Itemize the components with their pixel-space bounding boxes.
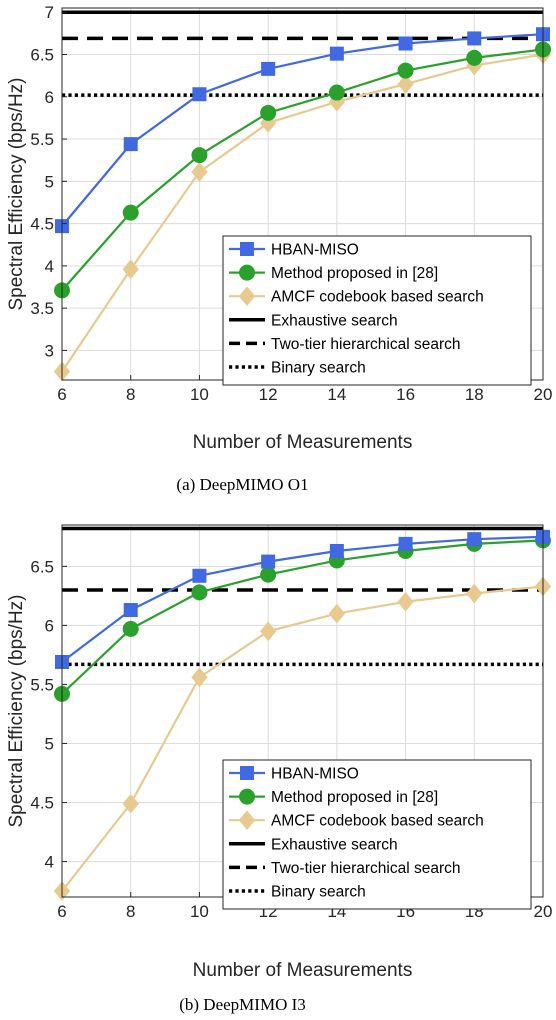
y-tick-label: 7 — [45, 3, 54, 22]
data-point-hban-miso — [123, 137, 138, 152]
data-point-hban-miso — [261, 61, 276, 76]
figure-caption: (a) DeepMIMO O1 — [176, 475, 308, 494]
series-line-hban-miso — [61, 33, 544, 227]
data-point-amcf-codebook-based-search — [191, 162, 208, 182]
legend-label: Binary search — [271, 884, 366, 901]
legend-marker-method-proposed-in-28- — [239, 264, 255, 281]
x-tick-label: 10 — [190, 385, 209, 404]
legend-label: Exhaustive search — [271, 836, 398, 853]
y-tick-label: 5 — [45, 172, 54, 191]
data-point-hban-miso — [329, 543, 344, 558]
x-tick-label: 6 — [57, 902, 66, 921]
series-line-method-proposed-in-28- — [61, 48, 544, 292]
data-point-amcf-codebook-based-search — [466, 583, 483, 604]
data-point-method-proposed-in-28- — [397, 62, 414, 79]
x-tick-label: 6 — [57, 385, 66, 404]
data-point-amcf-codebook-based-search — [122, 793, 139, 814]
data-point-method-proposed-in-28- — [122, 204, 139, 221]
series-line-amcf-codebook-based-search — [61, 53, 544, 373]
data-point-hban-miso — [398, 536, 413, 551]
x-tick-label: 12 — [259, 385, 278, 404]
x-tick-label: 18 — [465, 385, 484, 404]
series-line-method-proposed-in-28- — [61, 539, 544, 695]
y-tick-label: 4 — [45, 257, 54, 276]
legend-label: Two-tier hierarchical search — [271, 860, 461, 877]
x-tick-label: 14 — [327, 385, 346, 404]
y-tick-label: 4.5 — [30, 794, 54, 813]
data-point-method-proposed-in-28- — [191, 584, 208, 601]
y-tick-label: 6 — [45, 616, 54, 635]
figure-caption: (b) DeepMIMO I3 — [179, 995, 306, 1014]
data-point-amcf-codebook-based-search — [122, 259, 139, 280]
data-point-hban-miso — [192, 568, 207, 583]
data-point-method-proposed-in-28- — [466, 49, 483, 66]
x-tick-label: 16 — [396, 385, 415, 404]
legend-label: Binary search — [271, 360, 366, 377]
data-point-amcf-codebook-based-search — [397, 74, 414, 94]
y-tick-label: 4 — [45, 853, 54, 872]
x-tick-label: 20 — [534, 902, 553, 921]
data-point-amcf-codebook-based-search — [397, 591, 414, 612]
y-tick-label: 6 — [45, 88, 54, 107]
legend-marker-amcf-codebook-based-search — [238, 810, 256, 830]
data-point-method-proposed-in-28- — [122, 620, 139, 637]
data-point-amcf-codebook-based-search — [328, 603, 346, 624]
data-point-hban-miso — [467, 31, 482, 46]
data-point-method-proposed-in-28- — [328, 84, 345, 101]
x-axis-title: Number of Measurements — [193, 432, 413, 453]
y-tick-label: 3.5 — [30, 299, 54, 318]
legend-box — [222, 235, 532, 386]
y-tick-label: 3 — [45, 341, 54, 360]
series-line-hban-miso — [61, 535, 544, 663]
data-point-method-proposed-in-28- — [260, 566, 277, 583]
data-point-hban-miso — [123, 603, 138, 618]
legend-label: AMCF codebook based search — [271, 289, 484, 306]
legend-label: Exhaustive search — [271, 312, 398, 329]
legend-marker-hban-miso — [240, 242, 254, 256]
data-point-method-proposed-in-28- — [260, 104, 277, 121]
y-tick-label: 6.5 — [30, 46, 54, 65]
legend-label: HBAN-MISO — [271, 242, 359, 259]
x-axis-title: Number of Measurements — [193, 960, 413, 981]
y-axis-title: Spectral Efficiency (bps/Hz) — [6, 77, 27, 310]
legend-label: AMCF codebook based search — [271, 813, 484, 830]
legend-label: Method proposed in [28] — [271, 789, 438, 806]
y-tick-label: 6.5 — [30, 557, 54, 576]
data-point-hban-miso — [261, 554, 276, 569]
legend-label: Two-tier hierarchical search — [271, 336, 461, 353]
y-tick-label: 4.5 — [30, 215, 54, 234]
data-point-hban-miso — [467, 532, 482, 547]
legend-label: Method proposed in [28] — [271, 265, 438, 282]
y-tick-label: 5.5 — [30, 675, 54, 694]
legend: HBAN-MISO Method proposed in [28] AMCF cod… — [222, 759, 532, 910]
data-point-amcf-codebook-based-search — [191, 667, 208, 688]
legend-label: HBAN-MISO — [271, 766, 359, 783]
y-axis-title: Spectral Efficiency (bps/Hz) — [6, 594, 27, 827]
data-point-hban-miso — [329, 46, 344, 61]
legend-marker-amcf-codebook-based-search — [238, 286, 256, 306]
legend-marker-method-proposed-in-28- — [239, 788, 255, 805]
legend-box — [222, 759, 532, 910]
x-tick-label: 10 — [190, 902, 209, 921]
data-point-method-proposed-in-28- — [191, 147, 208, 164]
data-point-hban-miso — [192, 87, 207, 102]
series-line-amcf-codebook-based-search — [61, 585, 544, 892]
x-tick-label: 20 — [534, 385, 553, 404]
x-tick-label: 8 — [126, 385, 135, 404]
legend-marker-hban-miso — [240, 766, 254, 780]
chart-panel-a: 6 8 10 12 14 16 18 20 3 3.5 4 4.5 5 5.5 6 6.5 7 Number of… — [6, 3, 552, 494]
data-point-hban-miso — [398, 36, 413, 51]
data-point-amcf-codebook-based-search — [259, 621, 277, 642]
y-tick-label: 5 — [45, 734, 54, 753]
legend: HBAN-MISO Method proposed in [28] AMCF cod… — [222, 235, 532, 386]
x-tick-label: 8 — [126, 902, 135, 921]
y-tick-label: 5.5 — [30, 130, 54, 149]
